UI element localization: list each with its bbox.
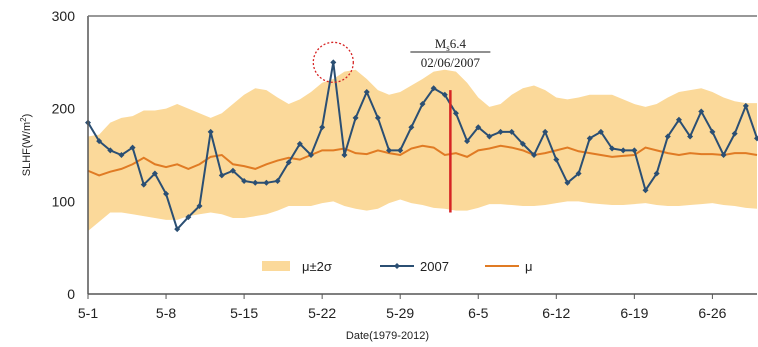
point-2007 [274, 177, 281, 184]
x-tick-label: 5-29 [386, 305, 414, 321]
legend-swatch-band [262, 261, 290, 271]
point-2007 [687, 133, 694, 140]
point-2007 [698, 108, 705, 115]
point-2007 [118, 152, 125, 158]
point-2007 [363, 88, 370, 95]
point-2007 [330, 59, 337, 66]
point-2007 [531, 152, 537, 158]
mean-layer [87, 144, 758, 177]
point-2007 [497, 128, 504, 135]
legend-label: 2007 [420, 259, 449, 274]
axes-layer: 0 100 200 300 5-1 5-8 5-15 5-22 5-29 6-5 6-12 6-19 6… [52, 8, 757, 321]
point-2007 [586, 135, 593, 142]
point-2007 [508, 128, 515, 135]
point-2007 [252, 179, 259, 186]
x-tick-label: 6-5 [468, 305, 488, 321]
x-tick-label: 5-22 [308, 305, 336, 321]
point-2007 [664, 133, 671, 140]
annotation-layer: Ms6.4 02/06/2007 [312, 36, 491, 213]
point-2007 [263, 179, 270, 186]
x-tick-label: 6-26 [698, 305, 726, 321]
point-2007 [285, 159, 292, 166]
point-2007 [374, 114, 381, 121]
point-2007 [352, 114, 359, 121]
y-axis-title: SLHF(W/m​2) [19, 114, 33, 177]
point-2007 [229, 167, 236, 174]
point-2007 [720, 152, 727, 158]
point-2007 [575, 170, 582, 177]
legend-swatch-2007-marker [394, 263, 400, 269]
y-tick-label: 100 [52, 193, 76, 209]
x-axis-title: Date(1979-2012) [346, 330, 429, 342]
point-2007 [486, 133, 493, 140]
point-2007 [96, 138, 103, 145]
point-2007 [441, 91, 448, 98]
band-mu-2sigma [88, 69, 757, 231]
peak-highlight-circle [312, 41, 354, 83]
x-tick-label: 6-19 [620, 305, 648, 321]
point-2007 [151, 170, 158, 177]
point-2007 [163, 190, 170, 197]
legend-label: μ [525, 259, 533, 274]
point-2007 [597, 128, 604, 135]
point-2007 [653, 170, 660, 177]
point-2007 [452, 110, 459, 117]
point-2007 [386, 147, 393, 154]
point-2007 [430, 85, 437, 92]
band-layer [88, 69, 757, 231]
legend: μ±2σ 2007 μ [262, 259, 533, 274]
point-2007 [341, 152, 348, 158]
point-2007 [464, 138, 471, 145]
point-2007 [419, 101, 426, 108]
y-tick-label: 300 [52, 8, 76, 24]
point-2007 [553, 156, 560, 163]
point-2007 [709, 128, 716, 135]
point-2007 [642, 187, 649, 194]
series-2007-layer [85, 59, 758, 233]
point-2007 [185, 214, 192, 221]
point-2007 [754, 135, 758, 142]
point-2007 [296, 140, 303, 147]
point-2007 [397, 147, 404, 154]
point-2007 [609, 145, 616, 152]
point-2007 [107, 147, 114, 154]
earthquake-date-label: 02/06/2007 [421, 55, 481, 70]
point-2007 [207, 128, 214, 135]
x-tick-label: 5-1 [78, 305, 98, 321]
x-tick-label: 5-15 [230, 305, 258, 321]
point-2007 [675, 116, 682, 123]
point-2007 [475, 124, 482, 131]
point-2007 [731, 130, 738, 137]
point-2007 [308, 152, 314, 158]
point-2007 [319, 124, 326, 131]
point-2007 [241, 177, 248, 184]
point-2007 [174, 226, 181, 233]
point-2007 [218, 172, 225, 179]
point-2007 [519, 140, 526, 147]
point-2007 [140, 181, 147, 188]
y-tick-label: 200 [52, 101, 76, 117]
point-2007 [408, 124, 415, 131]
point-2007 [129, 144, 136, 151]
x-tick-label: 5-8 [156, 305, 176, 321]
point-2007 [631, 147, 638, 154]
earthquake-magnitude-label: Ms6.4 [435, 36, 467, 53]
point-2007 [196, 202, 203, 209]
legend-label: μ±2σ [302, 259, 332, 274]
point-2007 [564, 179, 571, 186]
series-mu-line [87, 144, 758, 177]
y-tick-label: 0 [67, 286, 75, 302]
x-tick-label: 6-12 [542, 305, 570, 321]
point-2007 [742, 102, 749, 109]
point-2007 [542, 128, 549, 135]
point-2007 [620, 147, 627, 154]
